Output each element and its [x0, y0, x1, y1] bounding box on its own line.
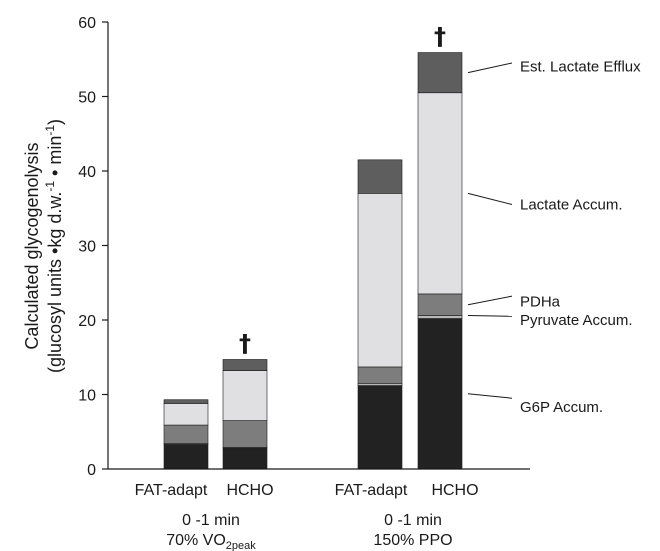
- bar-segment-g6p-accum: [417, 318, 463, 470]
- group-label-150-line1: 0 -1 min: [384, 512, 442, 529]
- bar-segment-pdha: [222, 420, 268, 448]
- significance-dagger: †: [239, 329, 251, 357]
- bar-segment-lactate-accum: [163, 403, 209, 426]
- group-label-150-line2: 150% PPO: [373, 532, 452, 549]
- significance-markers: ††: [239, 23, 446, 358]
- bar-segment-pdha: [417, 293, 463, 316]
- bar-segment-est-lactate-efflux: [417, 52, 463, 94]
- y-tick-label: 40: [78, 164, 96, 181]
- y-tick-label: 0: [87, 462, 96, 479]
- segment-label: Pyruvate Accum.: [520, 312, 633, 329]
- segment-label: G6P Accum.: [520, 399, 603, 416]
- category-label-hcho-70: HCHO: [226, 482, 273, 499]
- y-tick-label: 60: [78, 15, 96, 32]
- bar-segment-est-lactate-efflux: [222, 359, 268, 371]
- y-axis-title-line2: (glucosyl units •kg d.w.-1 • min-1): [43, 119, 65, 373]
- bar-segment-pdha: [163, 424, 209, 444]
- bar-segment-pyruvate-accum: [417, 315, 463, 319]
- segment-label: Est. Lactate Efflux: [520, 59, 641, 76]
- bar-segment-lactate-accum: [417, 92, 463, 295]
- bar-stacks: [163, 52, 463, 470]
- bar-segment-est-lactate-efflux: [163, 399, 209, 404]
- bar-segment-pyruvate-accum: [357, 383, 403, 386]
- segment-label: PDHa: [520, 293, 561, 310]
- segment-labels: G6P Accum. Pyruvate Accum. PDHa Lactate Acc…: [467, 59, 641, 416]
- y-tick-label: 30: [78, 239, 96, 256]
- category-label-fat-adapt-150: FAT-adapt: [335, 482, 408, 499]
- segment-label-leader: [467, 393, 513, 399]
- y-axis-ticks: 0 10 20 30 40 50 60: [78, 15, 108, 479]
- bar-segment-g6p-accum: [222, 447, 268, 470]
- bar-segment-est-lactate-efflux: [357, 159, 403, 194]
- segment-label: Lactate Accum.: [520, 197, 623, 214]
- group-label-70-line1: 0 -1 min: [182, 512, 240, 529]
- y-tick-label: 20: [78, 313, 96, 330]
- bar-segment-g6p-accum: [357, 385, 403, 470]
- segment-label-leader: [467, 295, 513, 306]
- y-axis-title: Calculated glycogenolysis (glucosyl unit…: [22, 119, 65, 373]
- segment-label-leader: [467, 62, 513, 74]
- bar-segment-g6p-accum: [163, 444, 209, 470]
- significance-dagger: †: [434, 23, 446, 51]
- bar-segment-lactate-accum: [222, 370, 268, 421]
- y-tick-label: 10: [78, 388, 96, 405]
- bar-segment-pdha: [357, 366, 403, 384]
- category-label-hcho-150: HCHO: [431, 482, 478, 499]
- segment-label-leader: [467, 192, 513, 206]
- y-axis-title-line1: Calculated glycogenolysis: [22, 142, 42, 349]
- group-label-70-line2: 70% VO2peak: [166, 532, 256, 551]
- segment-label-leader: [467, 315, 513, 317]
- y-tick-label: 50: [78, 90, 96, 107]
- category-label-fat-adapt-70: FAT-adapt: [135, 482, 208, 499]
- bar-segment-lactate-accum: [357, 193, 403, 368]
